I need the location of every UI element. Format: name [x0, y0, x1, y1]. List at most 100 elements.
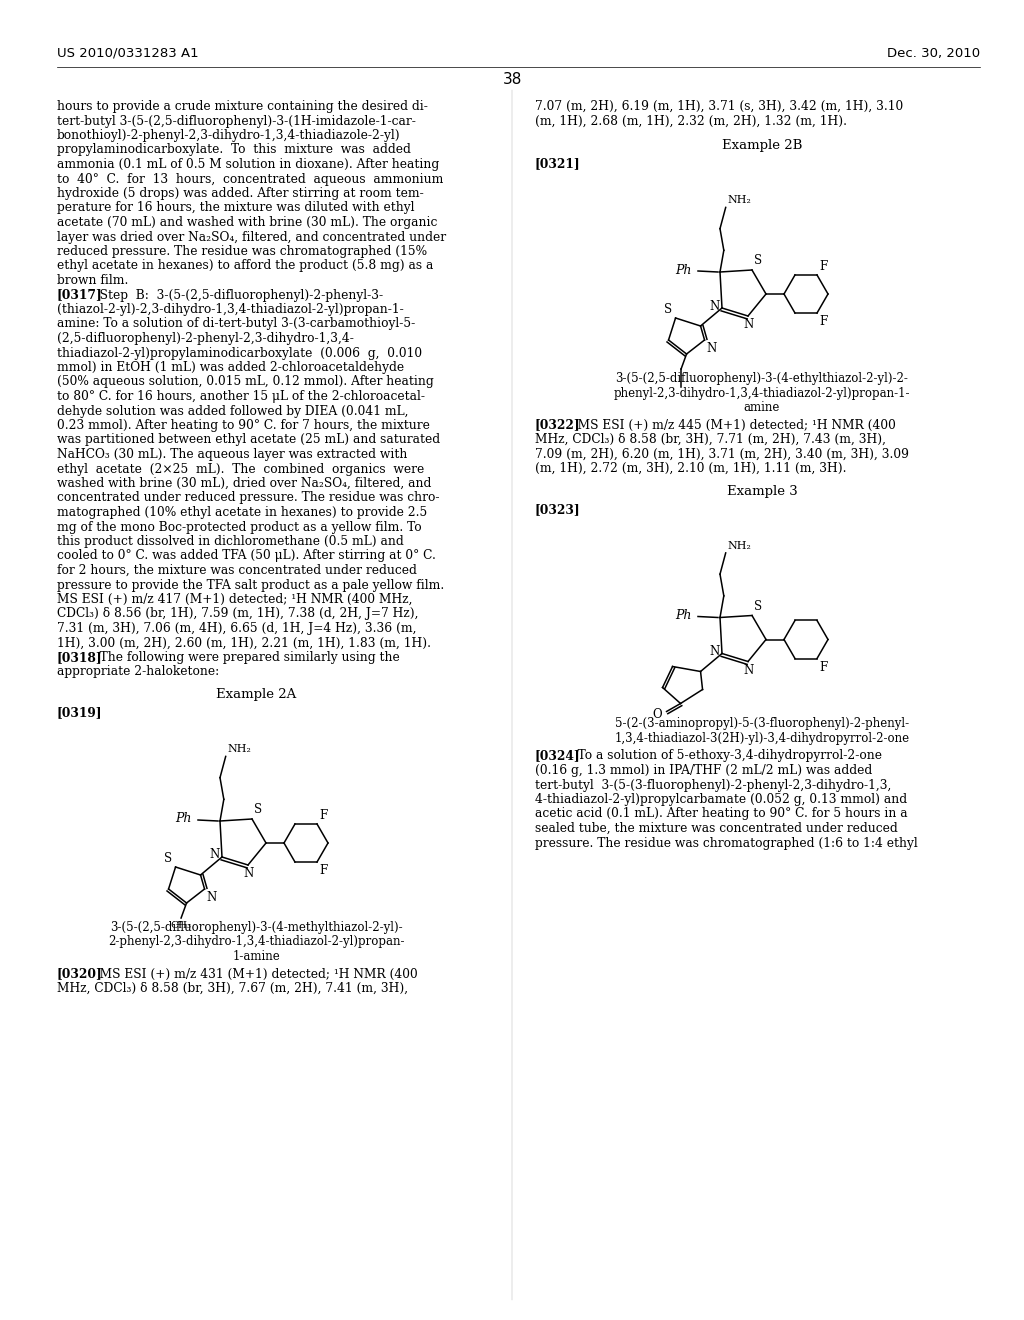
Text: brown film.: brown film. [57, 275, 128, 286]
Text: Ph: Ph [676, 264, 692, 276]
Text: pressure to provide the TFA salt product as a pale yellow film.: pressure to provide the TFA salt product… [57, 578, 444, 591]
Text: thiadiazol-2-yl)propylaminodicarboxylate  (0.006  g,  0.010: thiadiazol-2-yl)propylaminodicarboxylate… [57, 346, 422, 359]
Text: mg of the mono Boc-protected product as a yellow film. To: mg of the mono Boc-protected product as … [57, 520, 422, 533]
Text: 7.31 (m, 3H), 7.06 (m, 4H), 6.65 (d, 1H, J=4 Hz), 3.36 (m,: 7.31 (m, 3H), 7.06 (m, 4H), 6.65 (d, 1H,… [57, 622, 417, 635]
Text: sealed tube, the mixture was concentrated under reduced: sealed tube, the mixture was concentrate… [535, 822, 898, 836]
Text: tert-butyl 3-(5-(2,5-difluorophenyl)-3-(1H-imidazole-1-car-: tert-butyl 3-(5-(2,5-difluorophenyl)-3-(… [57, 115, 416, 128]
Text: S: S [165, 851, 173, 865]
Text: acetic acid (0.1 mL). After heating to 90° C. for 5 hours in a: acetic acid (0.1 mL). After heating to 9… [535, 808, 907, 821]
Text: layer was dried over Na₂SO₄, filtered, and concentrated under: layer was dried over Na₂SO₄, filtered, a… [57, 231, 446, 243]
Text: washed with brine (30 mL), dried over Na₂SO₄, filtered, and: washed with brine (30 mL), dried over Na… [57, 477, 431, 490]
Text: N: N [210, 849, 220, 862]
Text: Example 2B: Example 2B [722, 139, 802, 152]
Text: cooled to 0° C. was added TFA (50 μL). After stirring at 0° C.: cooled to 0° C. was added TFA (50 μL). A… [57, 549, 436, 562]
Text: N: N [743, 318, 754, 331]
Text: hours to provide a crude mixture containing the desired di-: hours to provide a crude mixture contain… [57, 100, 428, 114]
Text: MS ESI (+) m/z 417 (M+1) detected; ¹H NMR (400 MHz,: MS ESI (+) m/z 417 (M+1) detected; ¹H NM… [57, 593, 413, 606]
Text: N: N [207, 891, 217, 904]
Text: 0.23 mmol). After heating to 90° C. for 7 hours, the mixture: 0.23 mmol). After heating to 90° C. for … [57, 418, 430, 432]
Text: [0323]: [0323] [535, 503, 581, 516]
Text: (m, 1H), 2.72 (m, 3H), 2.10 (m, 1H), 1.11 (m, 3H).: (m, 1H), 2.72 (m, 3H), 2.10 (m, 1H), 1.1… [535, 462, 847, 475]
Text: US 2010/0331283 A1: US 2010/0331283 A1 [57, 48, 199, 59]
Text: CH₃: CH₃ [171, 921, 191, 931]
Text: S: S [754, 253, 762, 267]
Text: 2-phenyl-2,3-dihydro-1,3,4-thiadiazol-2-yl)propan-: 2-phenyl-2,3-dihydro-1,3,4-thiadiazol-2-… [108, 936, 404, 949]
Text: for 2 hours, the mixture was concentrated under reduced: for 2 hours, the mixture was concentrate… [57, 564, 417, 577]
Text: S: S [665, 304, 673, 315]
Text: reduced pressure. The residue was chromatographed (15%: reduced pressure. The residue was chroma… [57, 246, 427, 257]
Text: NH₂: NH₂ [227, 744, 252, 755]
Text: The following were prepared similarly using the: The following were prepared similarly us… [88, 651, 399, 664]
Text: Step  B:  3-(5-(2,5-difluorophenyl)-2-phenyl-3-: Step B: 3-(5-(2,5-difluorophenyl)-2-phen… [88, 289, 383, 301]
Text: Ph: Ph [676, 609, 692, 622]
Text: N: N [244, 867, 254, 880]
Text: 1-amine: 1-amine [232, 950, 280, 964]
Text: N: N [743, 664, 754, 676]
Text: [0317]: [0317] [57, 289, 102, 301]
Text: Ph: Ph [176, 813, 193, 825]
Text: S: S [754, 599, 762, 612]
Text: [0321]: [0321] [535, 157, 581, 170]
Text: ethyl acetate in hexanes) to afford the product (5.8 mg) as a: ethyl acetate in hexanes) to afford the … [57, 260, 433, 272]
Text: mmol) in EtOH (1 mL) was added 2-chloroacetaldehyde: mmol) in EtOH (1 mL) was added 2-chloroa… [57, 360, 404, 374]
Text: 7.07 (m, 2H), 6.19 (m, 1H), 3.71 (s, 3H), 3.42 (m, 1H), 3.10: 7.07 (m, 2H), 6.19 (m, 1H), 3.71 (s, 3H)… [535, 100, 903, 114]
Text: NH₂: NH₂ [728, 541, 752, 550]
Text: 4-thiadiazol-2-yl)propylcarbamate (0.052 g, 0.13 mmol) and: 4-thiadiazol-2-yl)propylcarbamate (0.052… [535, 793, 907, 807]
Text: N: N [710, 645, 720, 657]
Text: 1,3,4-thiadiazol-3(2H)-yl)-3,4-dihydropyrrol-2-one: 1,3,4-thiadiazol-3(2H)-yl)-3,4-dihydropy… [614, 733, 909, 744]
Text: 1H), 3.00 (m, 2H), 2.60 (m, 1H), 2.21 (m, 1H), 1.83 (m, 1H).: 1H), 3.00 (m, 2H), 2.60 (m, 1H), 2.21 (m… [57, 636, 431, 649]
Text: perature for 16 hours, the mixture was diluted with ethyl: perature for 16 hours, the mixture was d… [57, 202, 415, 214]
Text: tert-butyl  3-(5-(3-fluorophenyl)-2-phenyl-2,3-dihydro-1,3,: tert-butyl 3-(5-(3-fluorophenyl)-2-pheny… [535, 779, 891, 792]
Text: 3-(5-(2,5-difluorophenyl)-3-(4-ethylthiazol-2-yl)-2-: 3-(5-(2,5-difluorophenyl)-3-(4-ethylthia… [615, 372, 908, 385]
Text: pressure. The residue was chromatographed (1:6 to 1:4 ethyl: pressure. The residue was chromatographe… [535, 837, 918, 850]
Text: to  40°  C.  for  13  hours,  concentrated  aqueous  ammonium: to 40° C. for 13 hours, concentrated aqu… [57, 173, 443, 186]
Text: 3-(5-(2,5-difluorophenyl)-3-(4-methylthiazol-2-yl)-: 3-(5-(2,5-difluorophenyl)-3-(4-methylthi… [110, 921, 402, 935]
Text: matographed (10% ethyl acetate in hexanes) to provide 2.5: matographed (10% ethyl acetate in hexane… [57, 506, 427, 519]
Text: NaHCO₃ (30 mL). The aqueous layer was extracted with: NaHCO₃ (30 mL). The aqueous layer was ex… [57, 447, 408, 461]
Text: 5-(2-(3-aminopropyl)-5-(3-fluorophenyl)-2-phenyl-: 5-(2-(3-aminopropyl)-5-(3-fluorophenyl)-… [615, 718, 909, 730]
Text: 38: 38 [503, 73, 521, 87]
Text: (0.16 g, 1.3 mmol) in IPA/THF (2 mL/2 mL) was added: (0.16 g, 1.3 mmol) in IPA/THF (2 mL/2 mL… [535, 764, 872, 777]
Text: N: N [710, 300, 720, 313]
Text: phenyl-2,3-dihydro-1,3,4-thiadiazol-2-yl)propan-1-: phenyl-2,3-dihydro-1,3,4-thiadiazol-2-yl… [613, 387, 910, 400]
Text: was partitioned between ethyl acetate (25 mL) and saturated: was partitioned between ethyl acetate (2… [57, 433, 440, 446]
Text: Example 2A: Example 2A [216, 688, 296, 701]
Text: To a solution of 5-ethoxy-3,4-dihydropyrrol-2-one: To a solution of 5-ethoxy-3,4-dihydropyr… [566, 750, 882, 763]
Text: F: F [819, 660, 827, 673]
Text: appropriate 2-haloketone:: appropriate 2-haloketone: [57, 665, 219, 678]
Text: MHz, CDCl₃) δ 8.58 (br, 3H), 7.71 (m, 2H), 7.43 (m, 3H),: MHz, CDCl₃) δ 8.58 (br, 3H), 7.71 (m, 2H… [535, 433, 886, 446]
Text: [0320]: [0320] [57, 968, 102, 981]
Text: F: F [819, 260, 827, 273]
Text: S: S [254, 803, 262, 816]
Text: F: F [819, 315, 827, 329]
Text: amine: To a solution of di-tert-butyl 3-(3-carbamothioyl-5-: amine: To a solution of di-tert-butyl 3-… [57, 318, 416, 330]
Text: CDCl₃) δ 8.56 (br, 1H), 7.59 (m, 1H), 7.38 (d, 2H, J=7 Hz),: CDCl₃) δ 8.56 (br, 1H), 7.59 (m, 1H), 7.… [57, 607, 419, 620]
Text: propylaminodicarboxylate.  To  this  mixture  was  added: propylaminodicarboxylate. To this mixtur… [57, 144, 411, 157]
Text: (50% aqueous solution, 0.015 mL, 0.12 mmol). After heating: (50% aqueous solution, 0.015 mL, 0.12 mm… [57, 375, 434, 388]
Text: amine: amine [743, 401, 780, 414]
Text: MS ESI (+) m/z 431 (M+1) detected; ¹H NMR (400: MS ESI (+) m/z 431 (M+1) detected; ¹H NM… [88, 968, 418, 981]
Text: O: O [652, 708, 662, 721]
Text: concentrated under reduced pressure. The residue was chro-: concentrated under reduced pressure. The… [57, 491, 439, 504]
Text: [0324]: [0324] [535, 750, 581, 763]
Text: Dec. 30, 2010: Dec. 30, 2010 [887, 48, 980, 59]
Text: (m, 1H), 2.68 (m, 1H), 2.32 (m, 2H), 1.32 (m, 1H).: (m, 1H), 2.68 (m, 1H), 2.32 (m, 2H), 1.3… [535, 115, 847, 128]
Text: dehyde solution was added followed by DIEA (0.041 mL,: dehyde solution was added followed by DI… [57, 404, 409, 417]
Text: 7.09 (m, 2H), 6.20 (m, 1H), 3.71 (m, 2H), 3.40 (m, 3H), 3.09: 7.09 (m, 2H), 6.20 (m, 1H), 3.71 (m, 2H)… [535, 447, 909, 461]
Text: N: N [707, 342, 717, 355]
Text: F: F [319, 809, 328, 822]
Text: NH₂: NH₂ [728, 195, 752, 206]
Text: Example 3: Example 3 [727, 484, 798, 498]
Text: (thiazol-2-yl)-2,3-dihydro-1,3,4-thiadiazol-2-yl)propan-1-: (thiazol-2-yl)-2,3-dihydro-1,3,4-thiadia… [57, 304, 403, 315]
Text: MS ESI (+) m/z 445 (M+1) detected; ¹H NMR (400: MS ESI (+) m/z 445 (M+1) detected; ¹H NM… [566, 418, 896, 432]
Text: hydroxide (5 drops) was added. After stirring at room tem-: hydroxide (5 drops) was added. After sti… [57, 187, 424, 201]
Text: acetate (70 mL) and washed with brine (30 mL). The organic: acetate (70 mL) and washed with brine (3… [57, 216, 437, 228]
Text: [0319]: [0319] [57, 706, 102, 719]
Text: bonothioyl)-2-phenyl-2,3-dihydro-1,3,4-thiadiazole-2-yl): bonothioyl)-2-phenyl-2,3-dihydro-1,3,4-t… [57, 129, 400, 143]
Text: [0322]: [0322] [535, 418, 581, 432]
Text: MHz, CDCl₃) δ 8.58 (br, 3H), 7.67 (m, 2H), 7.41 (m, 3H),: MHz, CDCl₃) δ 8.58 (br, 3H), 7.67 (m, 2H… [57, 982, 409, 995]
Text: ethyl  acetate  (2×25  mL).  The  combined  organics  were: ethyl acetate (2×25 mL). The combined or… [57, 462, 424, 475]
Text: F: F [319, 865, 328, 876]
Text: this product dissolved in dichloromethane (0.5 mL) and: this product dissolved in dichloromethan… [57, 535, 403, 548]
Text: ammonia (0.1 mL of 0.5 M solution in dioxane). After heating: ammonia (0.1 mL of 0.5 M solution in dio… [57, 158, 439, 172]
